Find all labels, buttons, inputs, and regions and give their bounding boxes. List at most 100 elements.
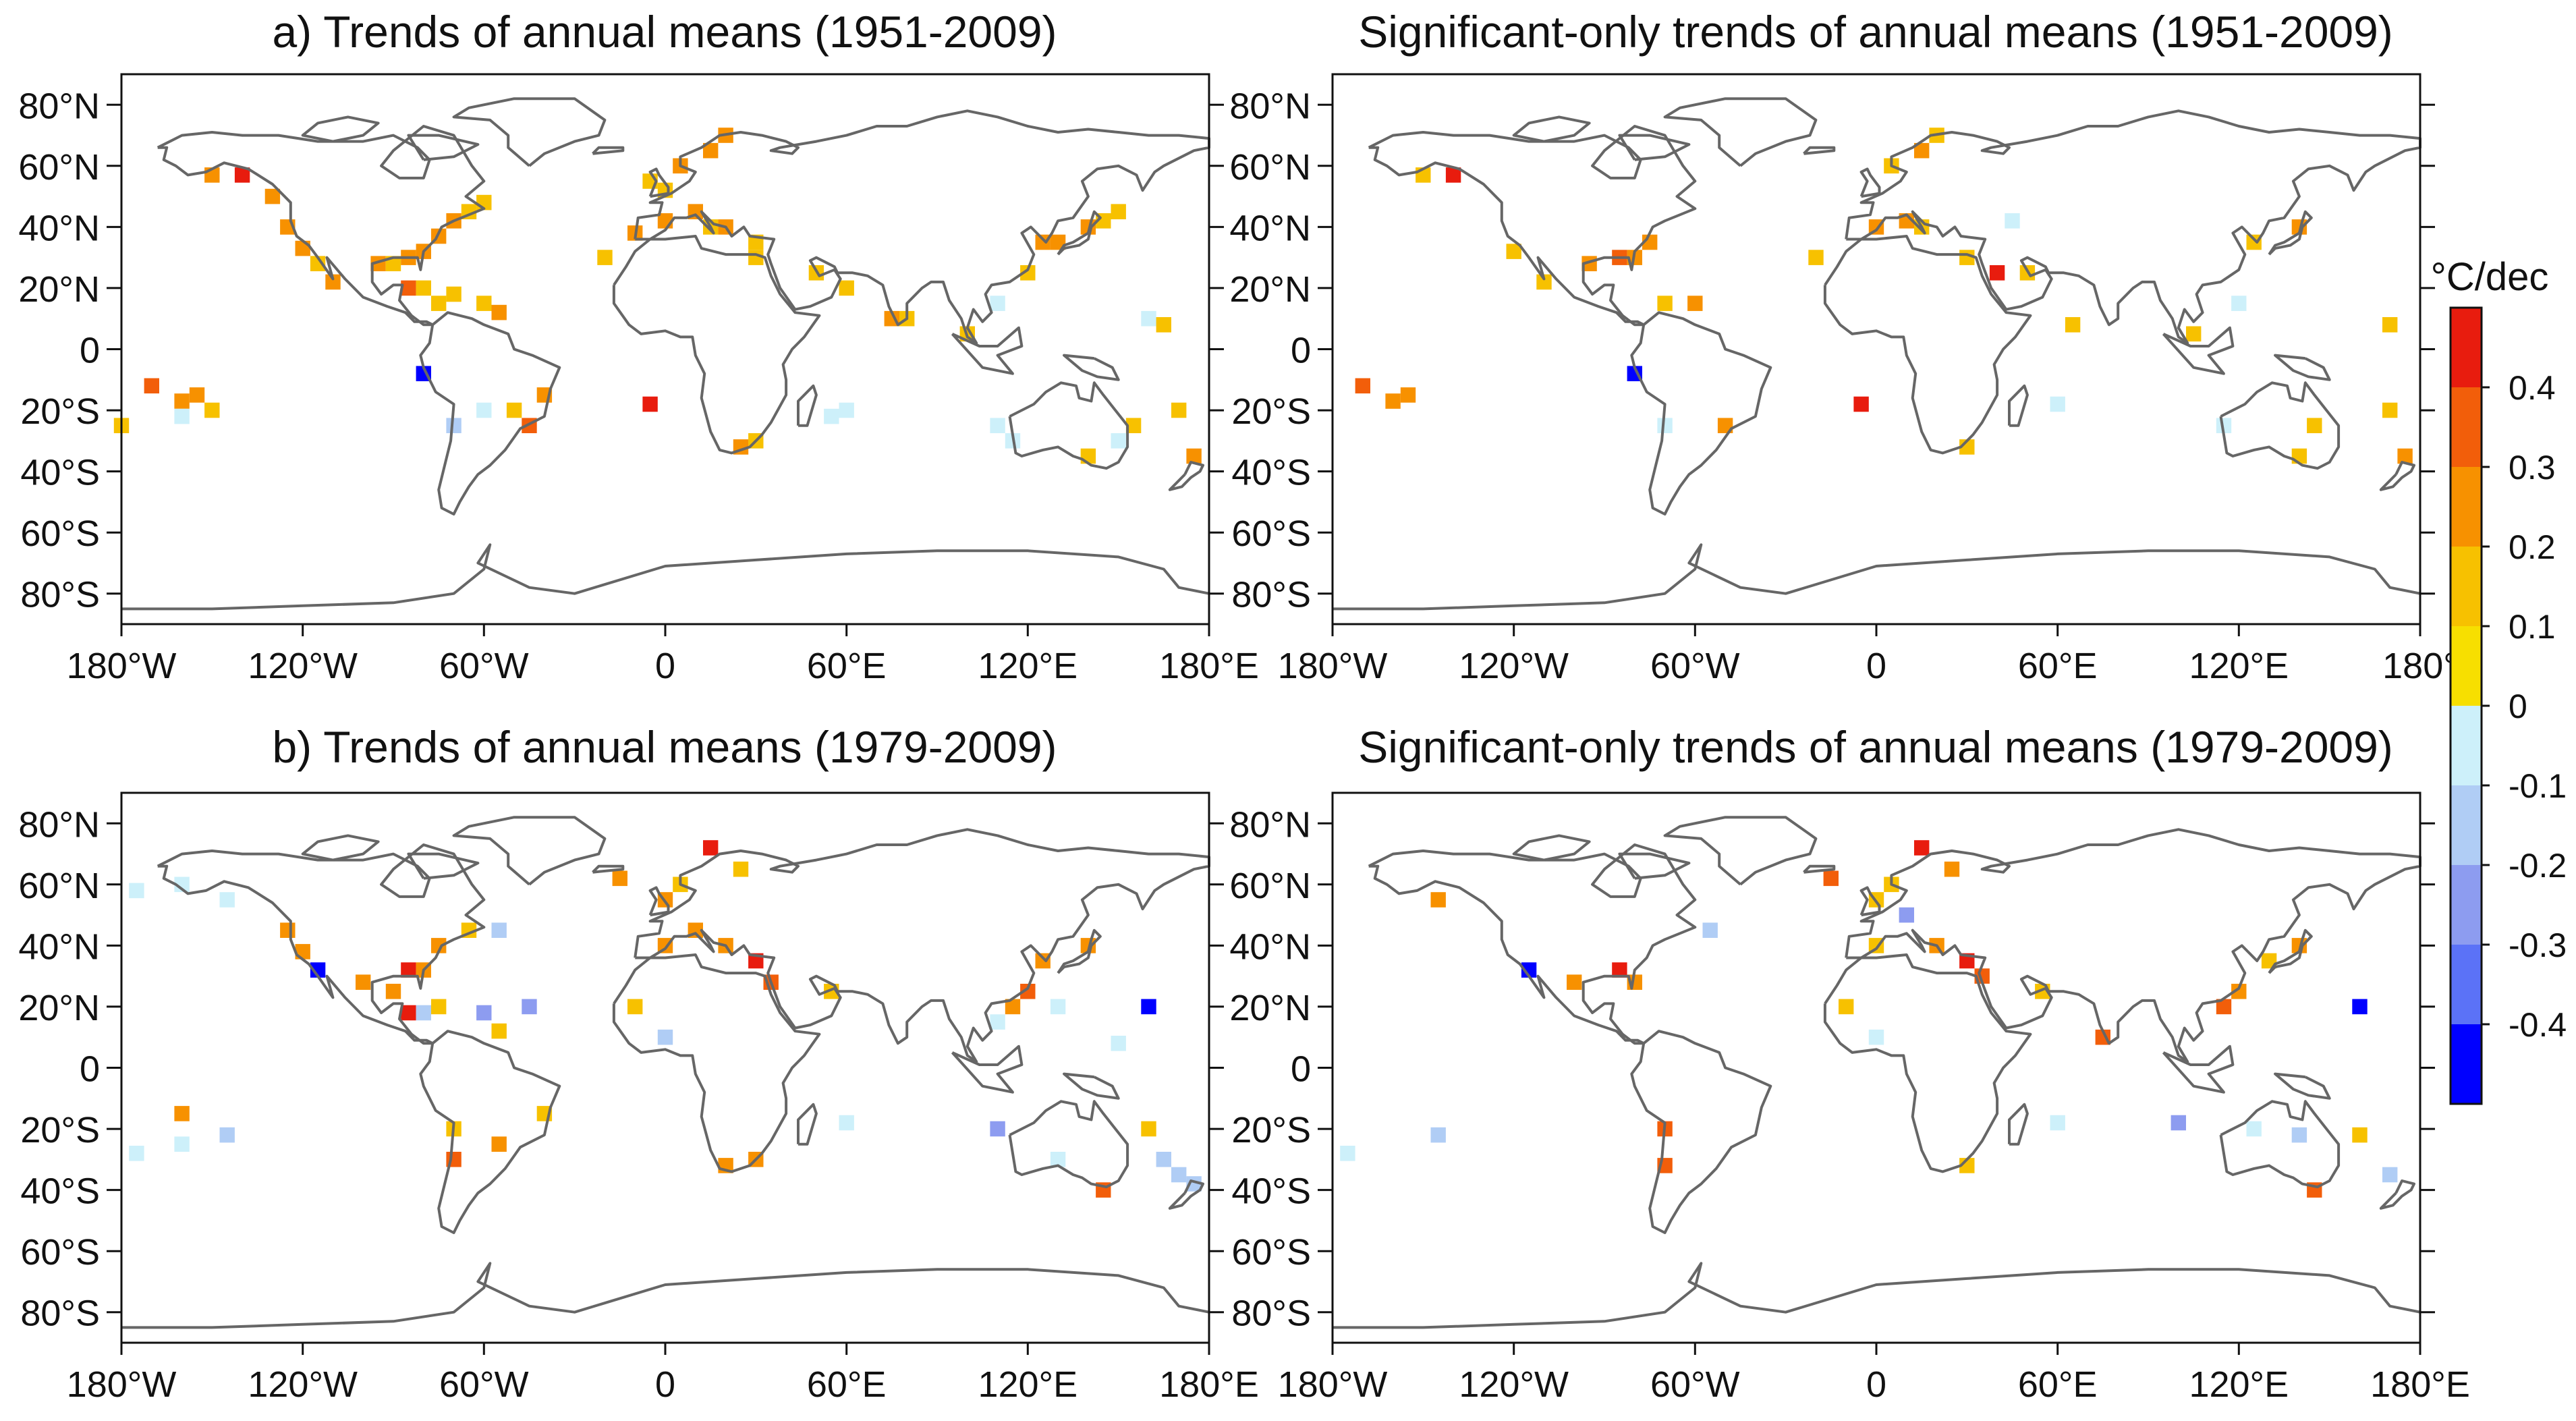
trend-cell — [1340, 1146, 1355, 1161]
lon-tick-label: 60°E — [2018, 1364, 2098, 1405]
trend-cell — [1035, 234, 1051, 250]
coastline — [419, 311, 561, 516]
trend-cell — [1400, 387, 1416, 403]
trend-cell — [491, 1023, 507, 1039]
trend-cell — [1702, 922, 1718, 938]
lat-tick-label: 80°S — [20, 1293, 100, 1334]
coastline — [157, 843, 486, 1045]
lon-tick-label: 120°E — [978, 1364, 1077, 1405]
trend-cell — [1020, 265, 1036, 281]
coastline — [1008, 381, 1129, 470]
colorbar-bin — [2451, 467, 2482, 547]
trend-cell — [234, 167, 250, 183]
lon-tick-label: 180°E — [1159, 646, 1259, 686]
trend-cell — [401, 1005, 416, 1021]
trend-cell — [703, 142, 719, 159]
trend-cell — [1521, 962, 1537, 978]
coastline — [1823, 235, 2032, 455]
trend-cell — [839, 402, 854, 418]
coastline — [2219, 1100, 2341, 1189]
trend-cell — [1005, 999, 1021, 1015]
lon-tick-label: 60°W — [439, 1364, 529, 1405]
coastline — [648, 886, 670, 917]
lon-tick-label: 60°E — [807, 1364, 887, 1405]
colorbar-tick-label: -0.1 — [2509, 767, 2567, 805]
lon-tick-label: 120°W — [1459, 646, 1569, 686]
trend-cell — [597, 250, 613, 265]
trend-cell — [990, 296, 1005, 311]
coastline — [1057, 210, 1102, 256]
coastline — [1663, 97, 1818, 167]
lon-tick-label: 120°E — [2189, 646, 2289, 686]
trend-cell — [1430, 1127, 1446, 1143]
coastline — [1368, 125, 1697, 327]
coastline — [407, 852, 480, 880]
lon-tick-label: 180°E — [2370, 1364, 2470, 1405]
trend-cell — [2382, 1167, 2398, 1183]
trend-cell — [2231, 984, 2247, 999]
trend-cell — [325, 274, 341, 290]
trend-cell — [431, 938, 447, 953]
trend-cell — [431, 296, 447, 311]
trend-cell — [642, 396, 658, 412]
trend-cell — [219, 892, 235, 908]
colorbar-tick-label: 0 — [2509, 688, 2527, 725]
trend-cell — [310, 962, 326, 978]
panel-title-b-left: b) Trends of annual means (1979-2009) — [272, 722, 1057, 772]
trend-cell — [446, 418, 461, 433]
trend-cell — [295, 240, 310, 256]
lat-tick-label: 20°S — [20, 1110, 100, 1150]
colorbar-tick-label: 0.1 — [2509, 608, 2556, 646]
trend-cell — [401, 280, 416, 296]
colorbar-bin — [2451, 308, 2482, 387]
coastline — [2162, 1044, 2235, 1094]
lat-tick-label: 40°S — [20, 1171, 100, 1212]
trend-cell — [2005, 213, 2020, 229]
coastline — [612, 235, 821, 455]
coastline — [121, 543, 1210, 611]
trend-cell — [1141, 1121, 1156, 1137]
coastline — [592, 146, 625, 155]
coastline — [1168, 461, 1204, 491]
trend-cell — [476, 402, 492, 418]
coastline — [2008, 1103, 2029, 1146]
trend-cell — [1657, 296, 1673, 311]
colorbar-unit-label: °C/dec — [2431, 255, 2549, 299]
lat-tick-label: 0 — [1291, 1049, 1311, 1090]
colorbar-tick-label: 0.2 — [2509, 528, 2556, 566]
colorbar-bin — [2451, 1024, 2482, 1104]
trend-cell — [627, 999, 643, 1015]
trend-cell — [416, 280, 431, 296]
trend-cell — [839, 280, 854, 296]
trend-cell — [1839, 999, 1854, 1015]
trend-cell — [2065, 317, 2081, 333]
trend-cell — [1536, 274, 1552, 290]
trend-cell — [1567, 974, 1582, 990]
trend-cell — [204, 402, 220, 418]
trend-cell — [2231, 296, 2247, 311]
coastline — [2268, 210, 2313, 256]
coastlines — [1333, 816, 2421, 1329]
trend-cell — [2291, 448, 2307, 464]
trend-cell — [1506, 244, 1521, 259]
trend-cell — [733, 861, 749, 877]
trend-cell — [446, 286, 461, 302]
trend-cell — [174, 408, 190, 424]
coastline — [1063, 1072, 1120, 1100]
coastline — [1618, 134, 1691, 161]
lon-tick-label: 180°W — [67, 646, 177, 686]
trend-cell — [703, 840, 719, 856]
lat-tick-label: 80°N — [18, 804, 100, 845]
trend-cell — [1989, 265, 2005, 281]
trend-cell — [2352, 999, 2368, 1015]
trend-cell — [356, 974, 371, 990]
map-panel-a_left: 80°N 60°N 40°N 20°N 0 20°S 40°S 60°S 80°S 180°W 12… — [18, 73, 1259, 686]
lat-tick-label: 40°N — [1229, 926, 1311, 967]
coastline — [1008, 1100, 1129, 1189]
lat-tick-label: 60°S — [20, 513, 100, 554]
trend-cell — [2307, 418, 2322, 433]
lat-tick-label: 60°S — [1231, 1232, 1311, 1273]
lat-tick-label: 60°N — [1229, 147, 1311, 188]
trend-cell — [1612, 962, 1627, 978]
lat-tick-label: 80°N — [1229, 804, 1311, 845]
